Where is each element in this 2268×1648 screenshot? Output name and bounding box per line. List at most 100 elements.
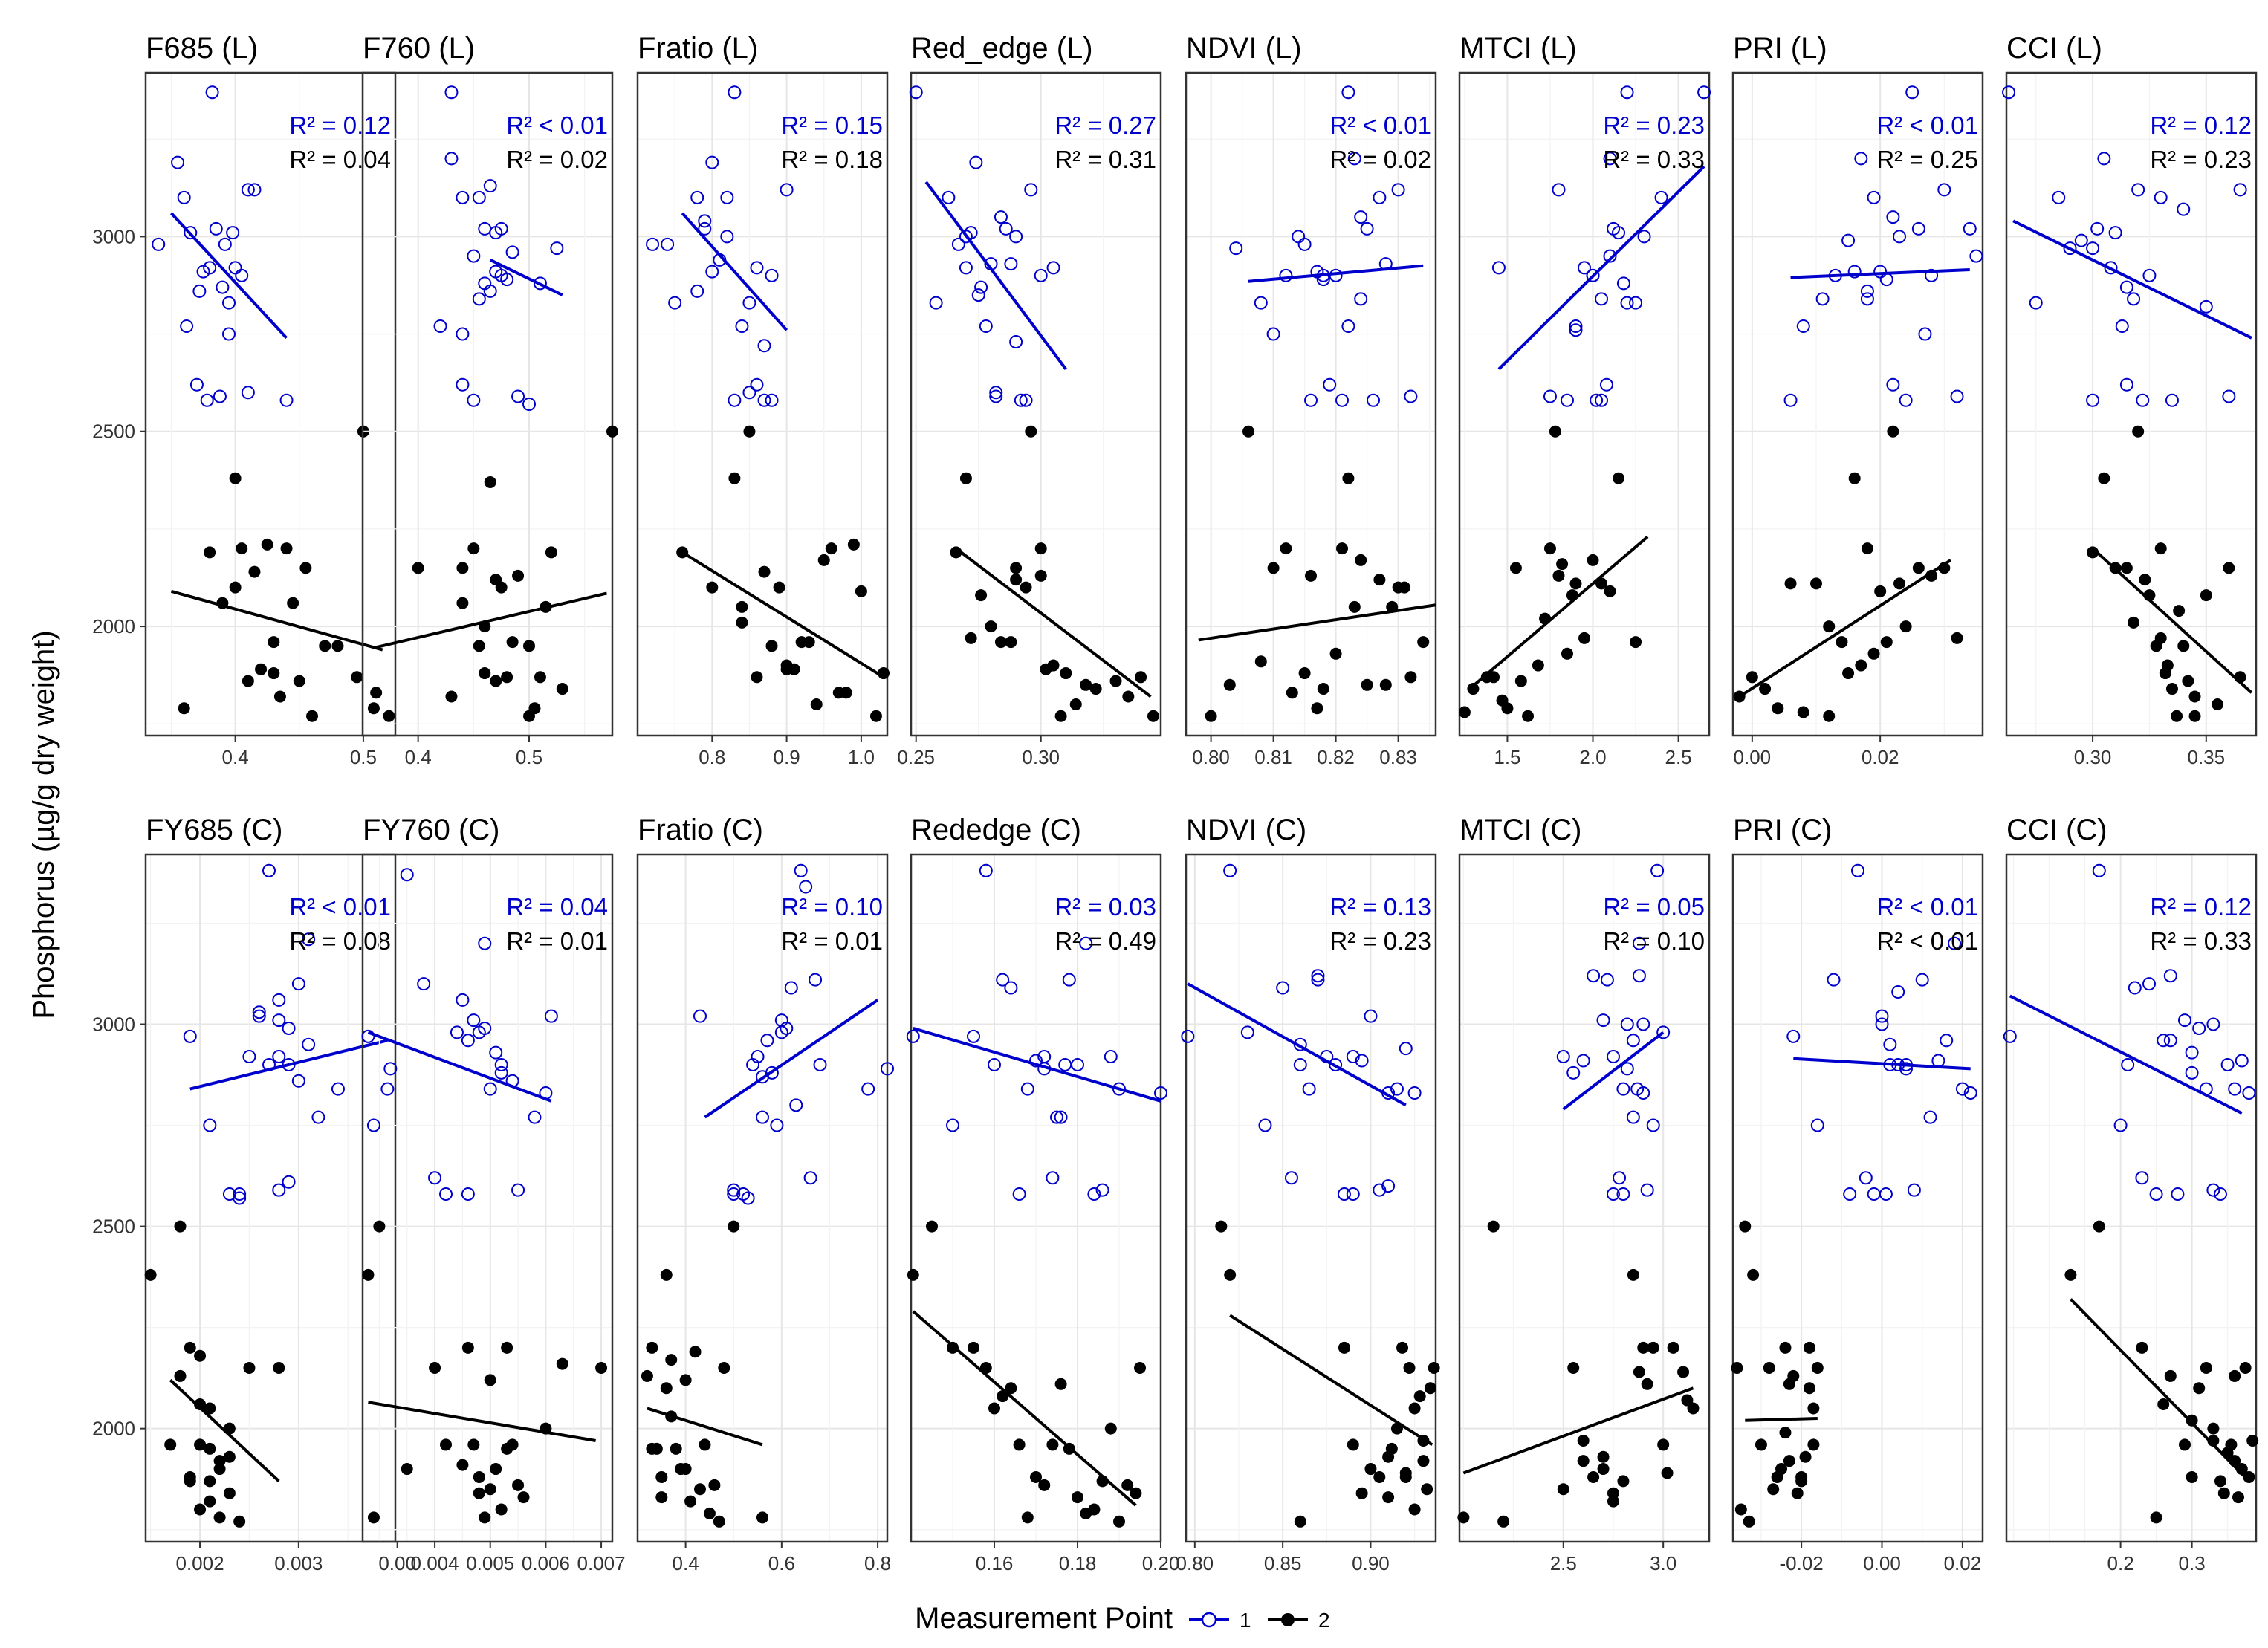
data-point: [736, 600, 748, 613]
data-point: [473, 1470, 485, 1483]
data-point: [2222, 389, 2236, 403]
data-point: [433, 319, 447, 334]
data-point: [479, 1511, 491, 1524]
data-point: [1004, 257, 1018, 271]
data-point: [1783, 393, 1798, 407]
data-point: [1341, 85, 1355, 100]
data-point: [1302, 1082, 1316, 1096]
legend-item-2: 2: [1318, 1609, 1330, 1632]
data-point: [178, 702, 190, 715]
data-point: [1382, 1491, 1395, 1504]
data-point: [1069, 698, 1082, 711]
data-point: [218, 237, 232, 251]
data-point: [1763, 1362, 1775, 1375]
data-point: [799, 880, 813, 894]
data-point: [2163, 1034, 2177, 1048]
data-point: [1109, 675, 1122, 687]
data-point: [1361, 678, 1373, 691]
data-point: [1640, 1183, 1654, 1197]
panel-frame: [144, 853, 397, 1543]
data-point: [988, 1402, 1000, 1415]
data-point: [1298, 667, 1311, 680]
data-point: [2149, 1187, 2163, 1201]
data-point: [2108, 226, 2122, 240]
data-point: [1577, 1434, 1590, 1447]
data-point: [204, 1442, 216, 1455]
x-tick-label: 1.5: [1494, 746, 1520, 768]
data-point: [670, 1442, 682, 1455]
data-point: [1030, 1470, 1042, 1483]
panel-frame: [1731, 71, 1984, 737]
data-point: [996, 973, 1010, 987]
data-point: [2052, 190, 2066, 204]
data-point: [174, 1220, 187, 1233]
data-point: [1616, 1187, 1630, 1201]
data-point: [1848, 472, 1861, 484]
data-point: [545, 546, 557, 559]
data-point: [1311, 702, 1323, 715]
data-point: [2154, 190, 2168, 204]
data-point: [720, 230, 734, 244]
y-tick-label: 2000: [92, 1418, 135, 1440]
data-point: [222, 296, 236, 310]
data-point: [1556, 558, 1569, 571]
data-point: [690, 190, 704, 204]
data-point: [216, 280, 230, 294]
data-point: [478, 936, 492, 950]
r2-annotation: R² < 0.01: [506, 111, 608, 139]
x-tick-label: 0.5: [350, 746, 377, 768]
data-point: [1893, 577, 1905, 590]
data-point: [713, 1515, 725, 1528]
data-point: [1969, 249, 1983, 263]
data-point: [728, 85, 742, 100]
data-point: [694, 1483, 706, 1496]
data-point: [1024, 183, 1038, 197]
data-point: [655, 1470, 668, 1483]
data-point: [708, 1479, 721, 1491]
data-point: [1488, 671, 1500, 684]
data-point: [2164, 1369, 2177, 1382]
data-point: [1279, 268, 1293, 282]
x-tick-label: 0.18: [1059, 1552, 1097, 1574]
data-point: [1799, 1450, 1812, 1463]
data-point: [1827, 973, 1841, 987]
data-point: [1630, 636, 1642, 649]
data-point: [1633, 1366, 1645, 1378]
data-point: [1567, 1362, 1580, 1375]
legend-key-2-marker: [1281, 1613, 1295, 1626]
fit-line: [1497, 165, 1705, 371]
fit-line: [2009, 994, 2243, 1115]
panel-frame: [636, 71, 889, 737]
data-point: [1408, 1402, 1421, 1415]
data-point: [1569, 323, 1583, 337]
data-point: [751, 671, 763, 684]
panel-title: Red_edge (L): [911, 32, 1093, 65]
data-point: [946, 1118, 959, 1132]
data-point: [1404, 671, 1417, 684]
data-point: [456, 327, 470, 341]
data-point: [1347, 152, 1361, 166]
data-point: [272, 1013, 286, 1028]
data-point: [490, 675, 502, 687]
data-point: [847, 538, 860, 551]
data-point: [1911, 221, 1925, 236]
data-point: [2235, 1054, 2249, 1068]
data-point: [1743, 1515, 1755, 1528]
data-point: [366, 1118, 380, 1132]
data-point: [456, 377, 470, 392]
data-point: [660, 1382, 673, 1395]
data-point: [293, 675, 305, 687]
data-point: [2029, 296, 2043, 310]
r2-annotation: R² = 0.49: [1054, 927, 1156, 955]
data-point: [1079, 936, 1093, 950]
data-point: [268, 636, 280, 649]
data-point: [2074, 233, 2088, 247]
data-point: [2188, 690, 2201, 703]
panel-title: F685 (L): [146, 32, 258, 65]
data-point: [1543, 542, 1556, 555]
data-point: [1317, 683, 1329, 695]
data-point: [361, 1029, 375, 1043]
x-tick-label: 0.30: [2074, 746, 2112, 768]
data-point: [1654, 190, 1668, 204]
x-tick-label: 0.80: [1192, 746, 1230, 768]
